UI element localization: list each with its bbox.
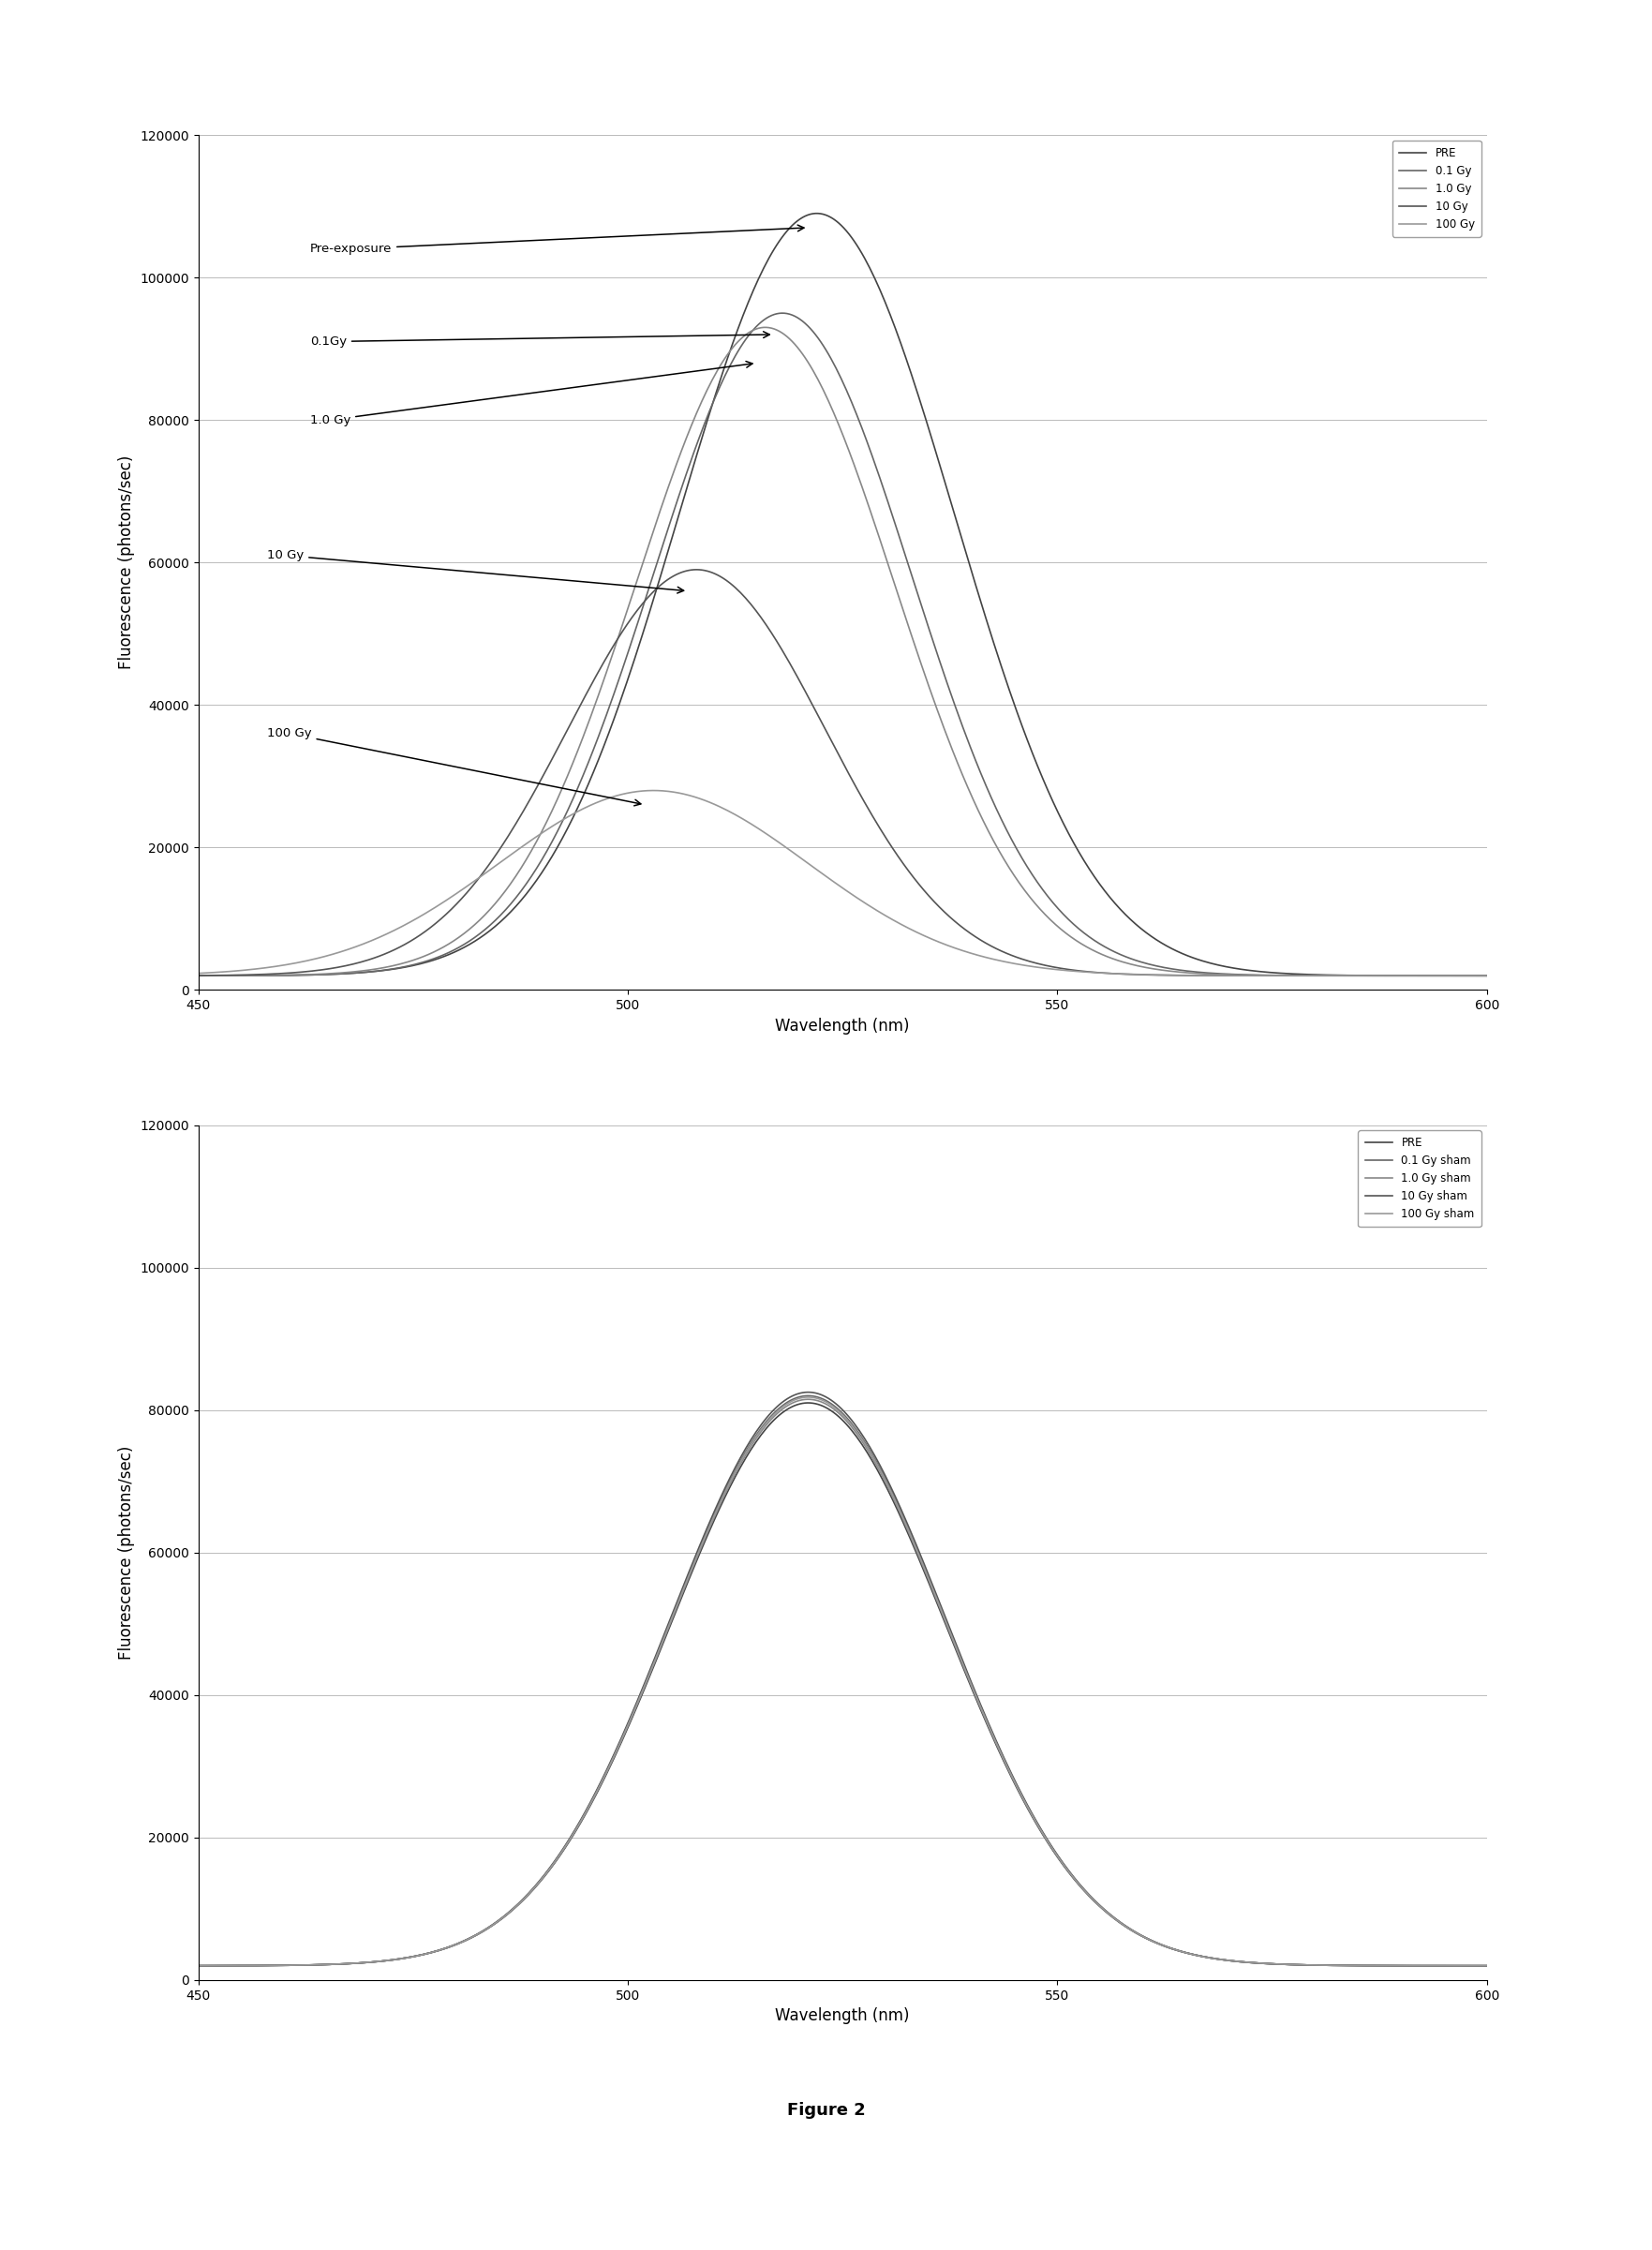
X-axis label: Wavelength (nm): Wavelength (nm) [775, 2007, 910, 2025]
Y-axis label: Fluorescence (photons/sec): Fluorescence (photons/sec) [117, 1444, 134, 1660]
Text: Pre-exposure: Pre-exposure [311, 225, 805, 254]
Text: 100 Gy: 100 Gy [268, 727, 641, 806]
Text: Figure 2: Figure 2 [786, 2102, 866, 2119]
Legend: PRE, 0.1 Gy sham, 1.0 Gy sham, 10 Gy sham, 100 Gy sham: PRE, 0.1 Gy sham, 1.0 Gy sham, 10 Gy sha… [1358, 1130, 1482, 1226]
X-axis label: Wavelength (nm): Wavelength (nm) [775, 1017, 910, 1035]
Y-axis label: Fluorescence (photons/sec): Fluorescence (photons/sec) [117, 454, 134, 670]
Legend: PRE, 0.1 Gy, 1.0 Gy, 10 Gy, 100 Gy: PRE, 0.1 Gy, 1.0 Gy, 10 Gy, 100 Gy [1393, 140, 1482, 236]
Text: 0.1Gy: 0.1Gy [311, 331, 770, 349]
Text: 1.0 Gy: 1.0 Gy [311, 362, 752, 425]
Text: 10 Gy: 10 Gy [268, 549, 684, 594]
